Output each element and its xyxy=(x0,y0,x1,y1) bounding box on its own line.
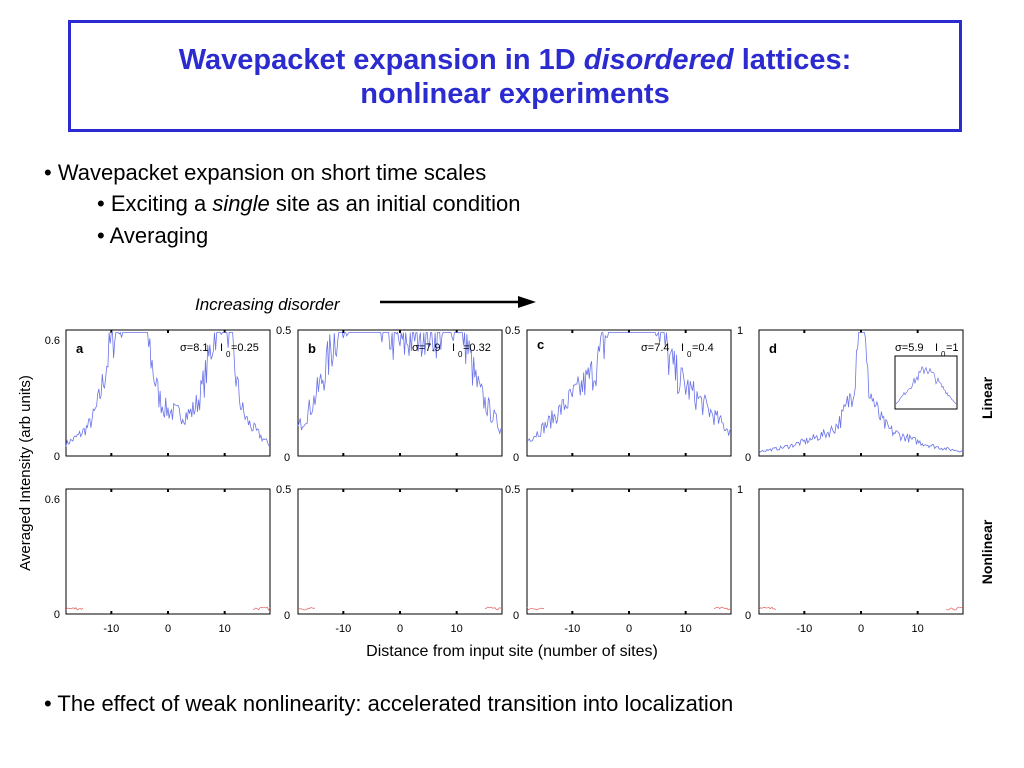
y-tick-label: 0 xyxy=(745,610,751,622)
panel-label-d: d xyxy=(769,341,777,356)
i0-label-b: I xyxy=(452,342,455,354)
i0-subscript-c: 0 xyxy=(687,350,692,359)
nonlinear-trace-d xyxy=(758,606,777,611)
x-tick-label: 0 xyxy=(626,623,632,635)
panel-frame-b-nonlinear xyxy=(297,488,503,615)
x-tick-label: 0 xyxy=(858,623,864,635)
x-tick-label: -10 xyxy=(796,623,812,635)
y-tick-label: 0.6 xyxy=(45,494,60,506)
y-tick-label: 0.5 xyxy=(276,484,291,496)
y-tick-label: 1 xyxy=(737,325,743,337)
nonlinear-trace-a xyxy=(65,607,84,611)
i0-subscript-d: 0 xyxy=(941,350,946,359)
linear-trace-b xyxy=(297,331,503,435)
linear-trace-c xyxy=(526,331,732,442)
x-tick-label: 10 xyxy=(219,623,231,635)
x-tick-label: -10 xyxy=(103,623,119,635)
panel-label-b: b xyxy=(308,341,316,356)
bullet-3: • Averaging xyxy=(97,223,209,248)
x-tick-label: 0 xyxy=(397,623,403,635)
i0-label-d: I xyxy=(935,342,938,354)
nonlinear-trace-a xyxy=(252,606,271,611)
nonlinear-trace-c xyxy=(526,607,545,611)
title-text-2: lattices: xyxy=(733,44,852,76)
x-axis-label: Distance from input site (number of site… xyxy=(366,643,658,660)
inset-trace xyxy=(895,365,957,405)
x-tick-label: 10 xyxy=(451,623,463,635)
i0-value-c: =0.4 xyxy=(692,342,714,354)
panel-frame-a-nonlinear xyxy=(65,488,271,615)
title-box: Wavepacket expansion in 1D disordered la… xyxy=(68,20,962,132)
nonlinear-trace-d xyxy=(945,606,964,611)
panel-label-a: a xyxy=(76,341,84,356)
i0-value-b: =0.32 xyxy=(463,342,491,354)
bullet-2-text-2: site as an initial condition xyxy=(269,191,521,216)
panel-label-c: c xyxy=(537,337,544,352)
x-tick-label: 0 xyxy=(165,623,171,635)
annotation-label: Increasing disorder xyxy=(195,295,341,314)
x-tick-label: -10 xyxy=(564,623,580,635)
y-tick-label: 0 xyxy=(54,451,60,463)
i0-value-a: =0.25 xyxy=(231,342,259,354)
title-italic: disordered xyxy=(583,44,734,76)
nonlinear-trace-c xyxy=(713,606,732,611)
y-tick-label: 0 xyxy=(513,610,519,622)
i0-value-d: =1 xyxy=(946,342,959,354)
y-tick-label: 0.5 xyxy=(505,484,520,496)
linear-trace-d xyxy=(758,332,964,453)
panel-frame-c-nonlinear xyxy=(526,488,732,615)
bullet-4: • The effect of weak nonlinearity: accel… xyxy=(44,691,734,716)
inset-frame xyxy=(894,355,958,410)
row-label-nonlinear: Nonlinear xyxy=(979,519,995,584)
sigma-label-b: σ=7.9 xyxy=(412,342,441,354)
linear-trace-a xyxy=(65,331,271,447)
i0-subscript-a: 0 xyxy=(226,350,231,359)
y-tick-label: 0 xyxy=(513,452,519,464)
y-tick-label: 1 xyxy=(737,484,743,496)
bullet-2-text-1: • Exciting a xyxy=(97,191,213,216)
x-tick-label: -10 xyxy=(335,623,351,635)
y-axis-label: Averaged Intensity (arb units) xyxy=(17,375,34,571)
row-label-linear: Linear xyxy=(979,376,995,419)
sigma-label-c: σ=7.4 xyxy=(641,342,670,354)
i0-label-a: I xyxy=(220,342,223,354)
bullet-1: • Wavepacket expansion on short time sca… xyxy=(44,160,487,185)
nonlinear-trace-b xyxy=(297,607,316,611)
arrow-head xyxy=(518,296,536,308)
y-tick-label: 0 xyxy=(745,452,751,464)
y-tick-label: 0 xyxy=(54,609,60,621)
bullet-2-italic: single xyxy=(212,191,270,216)
slide-title-line2: nonlinear experiments xyxy=(360,78,670,110)
y-tick-label: 0.6 xyxy=(45,335,60,347)
sigma-label-d: σ=5.9 xyxy=(895,342,924,354)
sigma-label-a: σ=8.1 xyxy=(180,342,209,354)
nonlinear-trace-b xyxy=(484,606,503,611)
y-tick-label: 0.5 xyxy=(505,325,520,337)
i0-subscript-b: 0 xyxy=(458,350,463,359)
slide-title-line1: Wavepacket expansion in 1D disordered la… xyxy=(71,43,959,77)
i0-label-c: I xyxy=(681,342,684,354)
y-tick-label: 0 xyxy=(284,610,290,622)
y-tick-label: 0 xyxy=(284,452,290,464)
bullet-2: • Exciting a single site as an initial c… xyxy=(97,191,521,217)
y-tick-label: 0.5 xyxy=(276,325,291,337)
title-text-1: Wavepacket expansion in 1D xyxy=(178,44,584,76)
panel-frame-d-nonlinear xyxy=(758,488,964,615)
x-tick-label: 10 xyxy=(680,623,692,635)
x-tick-label: 10 xyxy=(912,623,924,635)
